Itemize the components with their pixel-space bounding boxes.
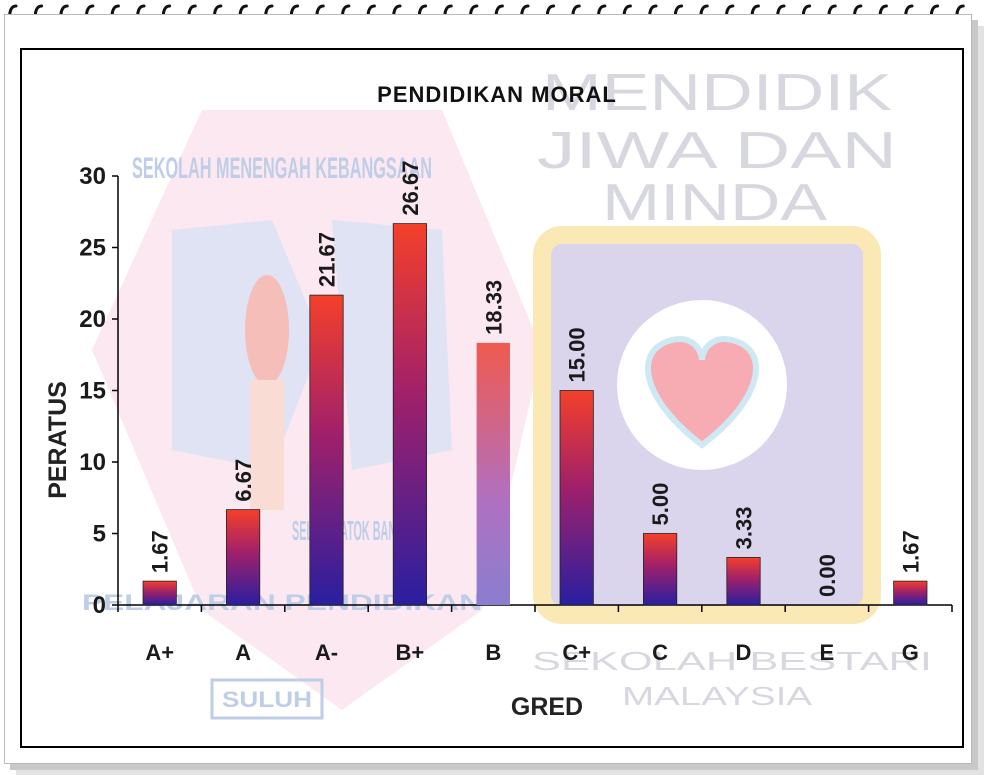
x-category-label: B <box>485 640 501 665</box>
y-tick-label: 0 <box>93 592 106 619</box>
bar-c <box>643 533 678 606</box>
bar-d <box>726 556 761 606</box>
slogan-line-2: JIWA DAN <box>537 122 897 180</box>
bar-a <box>226 509 261 606</box>
x-axis-ticks <box>117 605 953 612</box>
x-category-label: G <box>902 640 919 665</box>
x-category-label: D <box>736 640 752 665</box>
chart-frame: SEKOLAH MENENGAH KEBANGSAAN SELOK DATOK … <box>20 48 964 748</box>
heart-icon <box>645 336 759 449</box>
y-tick-label: 25 <box>79 235 106 262</box>
bar-b-plus <box>392 223 427 606</box>
watermark-background: SEKOLAH MENENGAH KEBANGSAAN SELOK DATOK … <box>82 64 932 720</box>
bar-b <box>476 342 510 605</box>
y-tick-label: 10 <box>79 449 106 476</box>
slogan-line-3: MINDA <box>602 174 827 232</box>
school-crest: SEKOLAH MENENGAH KEBANGSAAN SELOK DATOK … <box>82 110 542 720</box>
program-line-2: MALAYSIA <box>622 681 813 711</box>
x-category-label: A+ <box>145 640 174 665</box>
bar-value-label: 15.00 <box>565 327 590 382</box>
value-labels: 1.67 6.67 21.67 26.67 18.33 15.00 5.00 3.33 0.00… <box>148 161 924 597</box>
y-tick-label: 20 <box>79 306 106 333</box>
bar-value-label: 5.00 <box>648 483 673 526</box>
y-tick-label: 30 <box>79 163 106 190</box>
torch-flame-icon <box>245 275 289 385</box>
bars <box>142 223 928 606</box>
bar-c-plus <box>559 390 594 606</box>
bar-value-label: 6.67 <box>231 459 256 502</box>
bar-value-label: 0.00 <box>815 554 840 597</box>
y-axis-ticks: 0 5 10 15 20 25 30 <box>79 163 118 619</box>
category-labels: A+ A A- B+ B C+ C D E G <box>145 640 919 665</box>
bar-value-label: 1.67 <box>148 530 173 573</box>
bar-g <box>893 580 928 606</box>
bar-value-label: 1.67 <box>898 530 923 573</box>
torch-icon <box>250 380 284 510</box>
y-tick-label: 15 <box>79 378 106 405</box>
x-category-label: C+ <box>562 640 591 665</box>
chart-title: PENDIDIKAN MORAL <box>377 82 617 107</box>
slogan-logo: MENDIDIK JIWA DAN MINDA SEKOLAH BESTARI … <box>532 64 932 711</box>
bar-value-label: 21.67 <box>315 232 340 287</box>
crest-motto: SULUH <box>222 687 312 712</box>
bar-a-minus <box>309 294 344 606</box>
slogan-line-1: MENDIDIK <box>542 64 892 122</box>
bar-chart: SEKOLAH MENENGAH KEBANGSAAN SELOK DATOK … <box>44 64 953 721</box>
x-category-label: C <box>652 640 668 665</box>
y-axis-title: PERATUS <box>44 381 72 499</box>
program-line-1: SEKOLAH BESTARI <box>532 646 932 676</box>
x-category-label: B+ <box>396 640 425 665</box>
crest-school-name: SEKOLAH MENENGAH KEBANGSAAN <box>132 152 432 185</box>
bar-value-label: 18.33 <box>481 280 506 335</box>
x-axis-title: GRED <box>511 693 583 721</box>
y-tick-label: 5 <box>93 521 106 548</box>
x-category-label: A <box>235 640 251 665</box>
bar-a-plus <box>142 580 177 606</box>
bar-value-label: 3.33 <box>732 507 757 550</box>
bar-value-label: 26.67 <box>398 161 423 216</box>
x-category-label: E <box>820 640 835 665</box>
motto-banner <box>210 678 324 720</box>
x-category-label: A- <box>315 640 338 665</box>
